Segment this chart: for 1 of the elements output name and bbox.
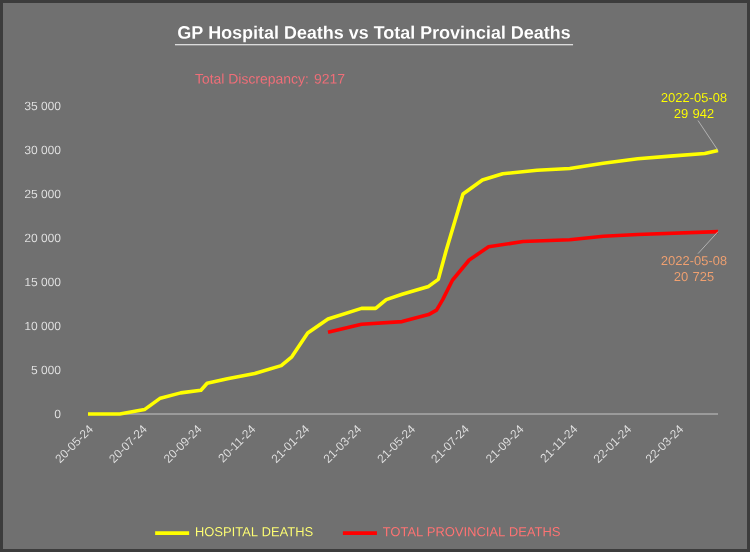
chart-title: GP Hospital Deaths vs Total Provincial Deaths bbox=[178, 25, 570, 43]
